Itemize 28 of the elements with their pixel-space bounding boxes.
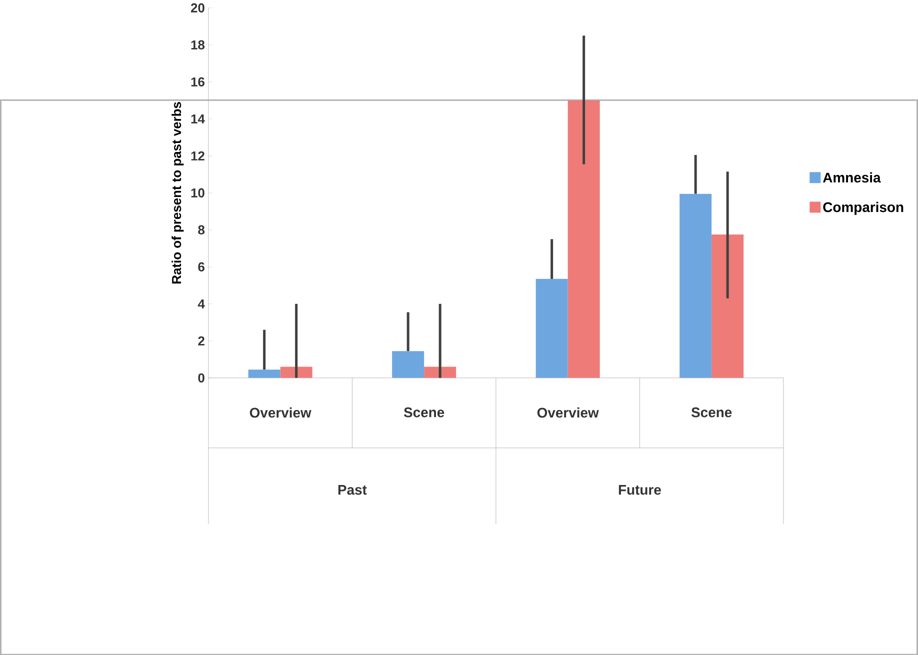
legend-label: Amnesia [822, 172, 881, 182]
y-tick-label: 4 [198, 299, 205, 308]
text: Past [338, 484, 367, 495]
y-tick-label: 6 [198, 262, 204, 272]
bar [248, 369, 280, 378]
bar [392, 350, 424, 378]
x-tick-label: Overview [537, 407, 599, 418]
y-tick-label: 14 [191, 114, 205, 124]
y-tick-label: 2 [198, 336, 204, 346]
bar [280, 366, 312, 378]
bar [424, 366, 456, 378]
x-tick-label: Overview [250, 407, 312, 418]
y-tick-label: 0 [198, 373, 204, 382]
y-tick-label: 8 [198, 225, 205, 234]
text: Future [618, 484, 661, 495]
y-tick-label: 10 [191, 188, 204, 198]
x-tick-label: Scene [691, 407, 732, 418]
y-tick-label: 18 [191, 40, 205, 50]
bar [712, 234, 744, 378]
y-axis-title: Ratio of present to past verbs [172, 102, 184, 284]
y-tick-label: 20 [190, 3, 204, 12]
legend-label: Comparison [823, 202, 904, 215]
x-tick-label: Scene [404, 407, 444, 418]
y-tick-label: 16 [191, 77, 204, 86]
bar [568, 100, 600, 378]
bar [536, 278, 568, 378]
bar [680, 194, 712, 378]
y-tick-label: 12 [191, 151, 204, 160]
